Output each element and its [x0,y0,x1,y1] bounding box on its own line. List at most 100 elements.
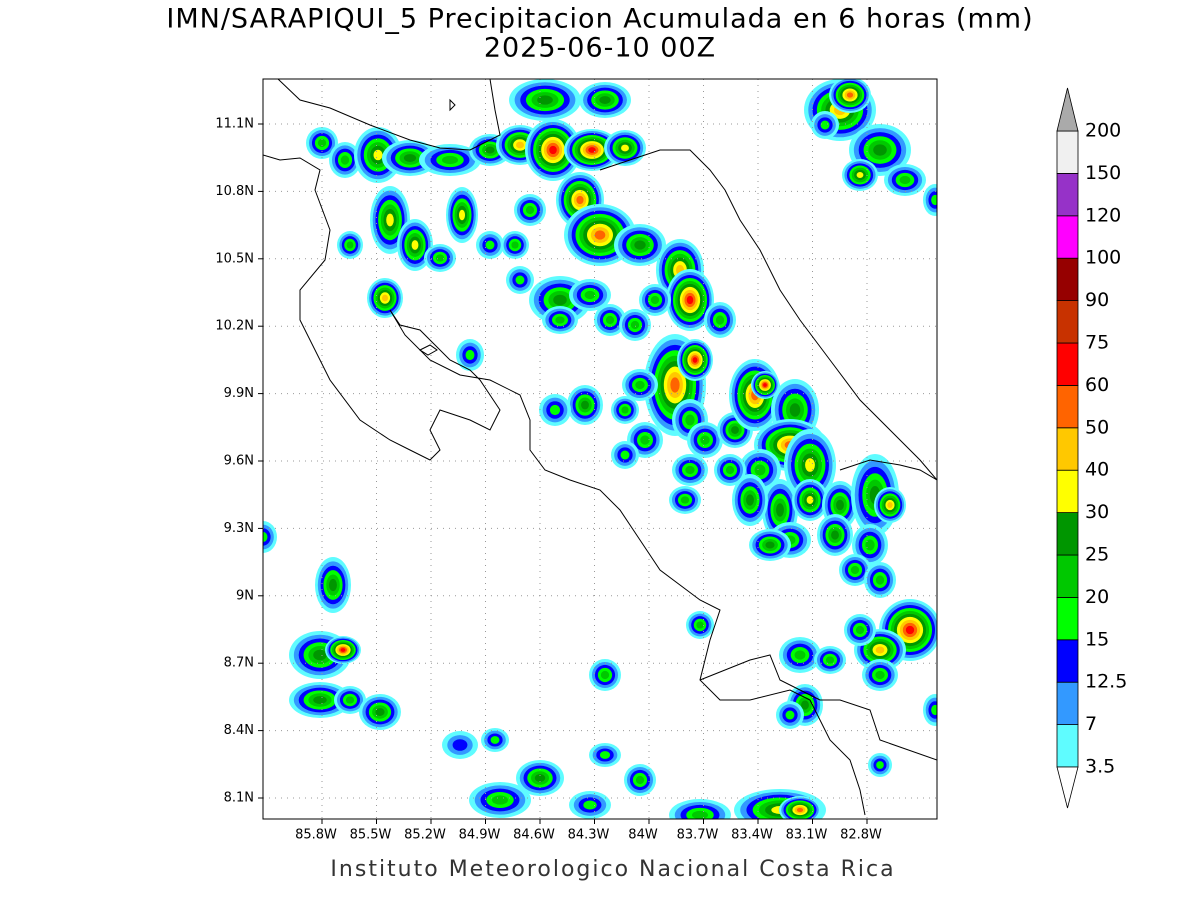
colorbar-segment [1056,342,1079,386]
lon-tick-label: 85.8W [295,828,337,843]
precip-contour [887,502,893,508]
colorbar-over [1056,87,1079,132]
colorbar-segment [1056,384,1079,429]
precip-contour [876,761,884,769]
precip-contour [485,240,495,250]
precip-contour [796,807,804,813]
precip-contour [345,696,355,704]
lon-tick-label: 84.9W [459,828,501,843]
precip-contour [794,650,806,660]
lat-tick-label: 8.4N [224,723,254,738]
precip-contour [458,209,466,221]
lon-tick-label: 83.4W [731,828,773,843]
precip-contour [600,670,610,680]
colorbar-label: 120 [1085,204,1121,226]
precip-contour [515,275,525,285]
subtitle: 2025-06-10 00Z [484,33,716,64]
precipitation-field [263,79,937,819]
precip-contour [525,205,535,215]
colorbar-segment [1056,172,1079,217]
precip-contour [763,383,767,387]
colorbar-segment [1056,639,1079,683]
precip-contour [605,315,615,325]
lat-tick-label: 9.9N [224,386,254,401]
lon-tick-label: 83.7W [677,828,719,843]
precip-contour [715,315,725,325]
precip-contour [263,531,268,543]
footer: Instituto Meteorologico Nacional Costa R… [330,857,895,882]
lon-tick-label: 85.5W [350,828,392,843]
precip-contour [537,95,553,105]
precip-contour [875,646,885,654]
precip-contour [931,194,937,206]
precip-contour [594,230,606,240]
precip-contour [553,294,567,306]
precip-contour [441,155,459,165]
precip-contour [746,494,754,506]
precip-contour [313,696,327,704]
precip-contour [375,708,385,716]
precip-contour [856,171,864,179]
coastlines [263,79,937,816]
precip-contour [491,795,509,805]
lat-tick-label: 10.2N [215,319,254,334]
colorbar-segment [1056,554,1079,598]
precip-contour [696,621,704,629]
colorbar-segment [1056,300,1079,344]
lon-tick-label: 85.2W [404,828,446,843]
precip-contour [846,92,854,98]
precip-contour [411,240,419,250]
precip-contour [905,625,915,635]
precip-contour [621,144,629,152]
colorbar-segment [1056,130,1079,174]
lat-tick-label: 9N [236,588,254,603]
precip-contour [340,155,350,165]
precip-contour [634,240,646,250]
precip-contour [789,403,801,417]
precip-contour [805,458,815,472]
precip-contour [516,141,524,149]
precip-contour [588,147,596,153]
colorbar-segment [1056,681,1079,726]
lon-tick-label: 84.3W [568,828,610,843]
precip-contour [599,96,611,104]
precip-contour [765,541,775,549]
colorbar-segment [1056,257,1079,302]
colorbar-segment [1056,427,1079,471]
colorbar-segment [1056,215,1079,259]
lat-tick-label: 10.8N [215,184,254,199]
precip-contour [403,154,417,162]
precip-contour [692,357,698,363]
lon-tick-label: 84W [628,828,658,843]
coastline [699,654,937,761]
precip-contour [825,656,835,664]
precip-contour [549,404,561,416]
lat-tick-label: 8.7N [224,656,254,671]
lon-tick-label: 82.8W [840,828,882,843]
precip-contour [452,739,468,751]
colorbar-label: 3.5 [1085,756,1115,778]
colorbar-label: 12.5 [1085,671,1127,693]
precip-contour [340,648,346,652]
precip-contour [490,736,500,744]
precip-contour [346,241,354,249]
colorbar-label: 15 [1085,628,1109,650]
coastline [599,149,937,481]
precip-contour [549,145,557,155]
precip-contour [584,290,596,300]
colorbar-label: 40 [1085,459,1109,481]
title: IMN/SARAPIQUI_5 Precipitacion Acumulada … [166,4,1033,35]
precip-contour [670,377,680,393]
precip-contour [435,254,445,262]
precip-contour [785,710,795,720]
colorbar-label: 200 [1085,120,1121,142]
precip-contour [650,295,660,305]
precip-contour [465,349,475,361]
colorbar-label: 7 [1085,713,1097,735]
precip-contour [875,575,885,585]
colorbar [1056,87,1079,809]
colorbar-label: 30 [1085,501,1109,523]
lat-tick-label: 10.5N [215,251,254,266]
precip-contour [680,496,690,504]
